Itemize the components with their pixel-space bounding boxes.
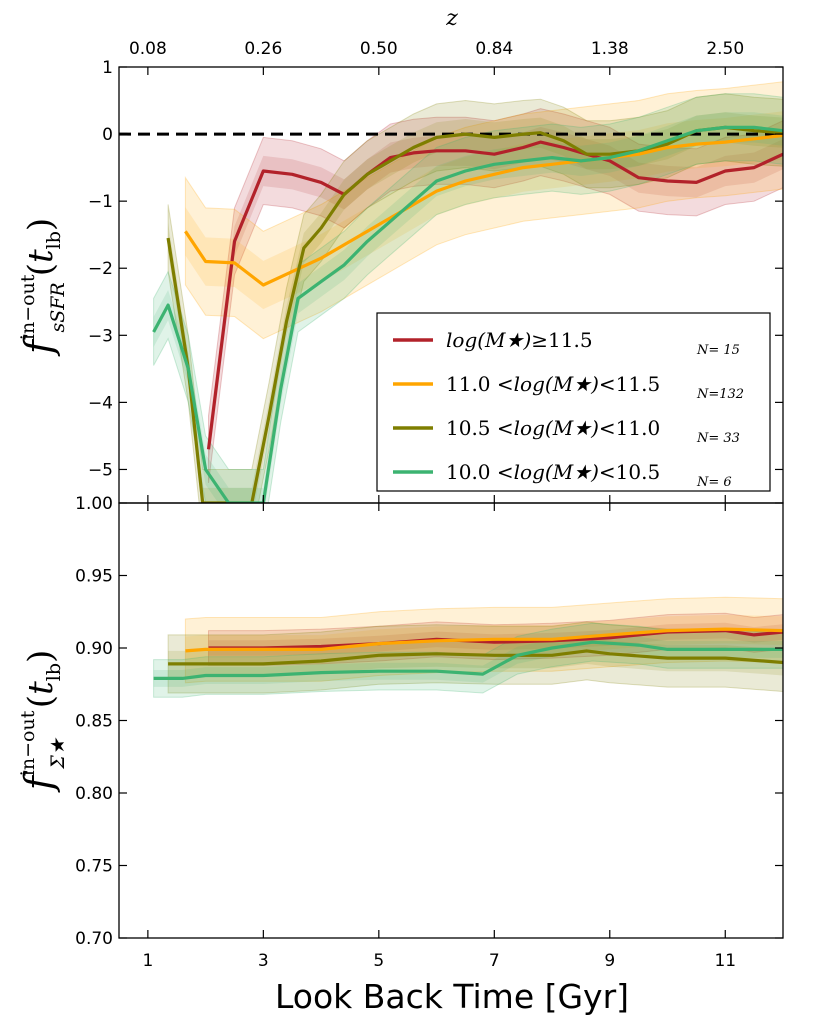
top-line-10-0-log-m-10-5 [152, 125, 783, 503]
bottom-ytick-label: 0.90 [75, 639, 113, 659]
bottom-ytick-label: 0.70 [75, 929, 113, 949]
legend-count: N=132 [696, 387, 744, 402]
top-ytick-label: 1 [102, 58, 113, 78]
top-ytick-label: −4 [88, 393, 113, 413]
legend-label: 10.0 <log(M★)<10.5 [446, 460, 660, 484]
redshift-axis-label: z [445, 6, 458, 31]
bottom-ytick-label: 1.00 [75, 494, 113, 514]
legend-entry: 10.5 <log(M★)<11.0 N= 33 [393, 416, 740, 446]
xtick-label: 7 [489, 951, 500, 971]
legend-entry: 11.0 <log(M★)<11.5 N=132 [393, 372, 744, 402]
redshift-tick-label: 2.50 [706, 39, 744, 59]
top-ytick-label: −5 [88, 460, 113, 480]
top-line-log-m-11-5 [206, 140, 783, 450]
legend-count: N= 33 [696, 431, 740, 446]
legend-count: N= 15 [696, 343, 740, 358]
redshift-tick-label: 0.26 [244, 39, 282, 59]
legend-count: N= 6 [696, 475, 732, 490]
bottom-line-10-0-log-m-10-5 [153, 640, 783, 680]
top-band-10-0-log-m-10-5 [153, 93, 783, 503]
bottom-band-10-5-log-m-11-0 [167, 621, 783, 694]
bottom-band-inner-10-5-log-m-11-0 [168, 637, 783, 677]
top-band-11-0-log-m-11-5 [184, 81, 783, 340]
xtick-label: 1 [142, 951, 153, 971]
xtick-label: 9 [604, 951, 615, 971]
bottom-ytick-label: 0.85 [75, 712, 113, 732]
xtick-label: 3 [258, 951, 269, 971]
legend-entry: log(M★)≥11.5 N= 15 [393, 328, 740, 358]
redshift-tick-label: 0.08 [129, 39, 167, 59]
x-axis-label: Look Back Time [Gyr] [275, 977, 629, 1016]
legend-label: 10.5 <log(M★)<11.0 [446, 416, 660, 440]
xtick-label: 5 [373, 951, 384, 971]
redshift-tick-label: 0.50 [360, 39, 398, 59]
top-band-inner-log-m-11-5 [208, 127, 783, 465]
bottom-line-log-m-11-5 [208, 629, 783, 650]
bottom-line-11-0-log-m-11-5 [185, 627, 783, 653]
top-band-10-5-log-m-11-0 [167, 93, 783, 503]
top-panel: 10−1−2−3−4−5 0.08 0.26 0.50 0.84 1.38 2.50 z … [17, 6, 783, 503]
top-ytick-label: −3 [88, 326, 113, 346]
bottom-panel: 1.00 0.95 0.90 0.85 0.80 0.75 0.70 1 3 5 7 9 11 fin… [17, 494, 783, 1016]
top-ytick-label: 0 [102, 125, 113, 145]
top-ytick-label: −1 [88, 192, 113, 212]
redshift-tick-label: 0.84 [475, 39, 513, 59]
bottom-band-10-0-log-m-10-5 [153, 622, 783, 698]
top-band-log-m-11-5 [208, 108, 783, 483]
top-ytick-label: −2 [88, 259, 113, 279]
redshift-tick-label: 1.38 [591, 39, 629, 59]
bottom-ytick-label: 0.75 [75, 857, 113, 877]
bottom-ytick-label: 0.80 [75, 784, 113, 804]
xtick-label: 11 [714, 951, 736, 971]
legend-entry: 10.0 <log(M★)<10.5 N= 6 [393, 460, 732, 490]
legend-label: log(M★)≥11.5 [446, 328, 593, 352]
legend-label: 11.0 <log(M★)<11.5 [446, 372, 660, 396]
legend: log(M★)≥11.5 N= 15 11.0 <log(M★)<11.5 N=132… [376, 312, 771, 492]
bottom-y-axis-label: fin−out Σ★(tlb) [17, 650, 69, 794]
bottom-line-10-5-log-m-11-0 [168, 649, 783, 666]
top-line-11-0-log-m-11-5 [184, 133, 783, 287]
bottom-ytick-label: 0.95 [75, 567, 113, 587]
top-y-axis-label: fin−out sSFR(tlb) [17, 218, 69, 357]
bottom-plot-frame [118, 502, 784, 939]
top-band-inner-11-0-log-m-11-5 [185, 111, 783, 310]
